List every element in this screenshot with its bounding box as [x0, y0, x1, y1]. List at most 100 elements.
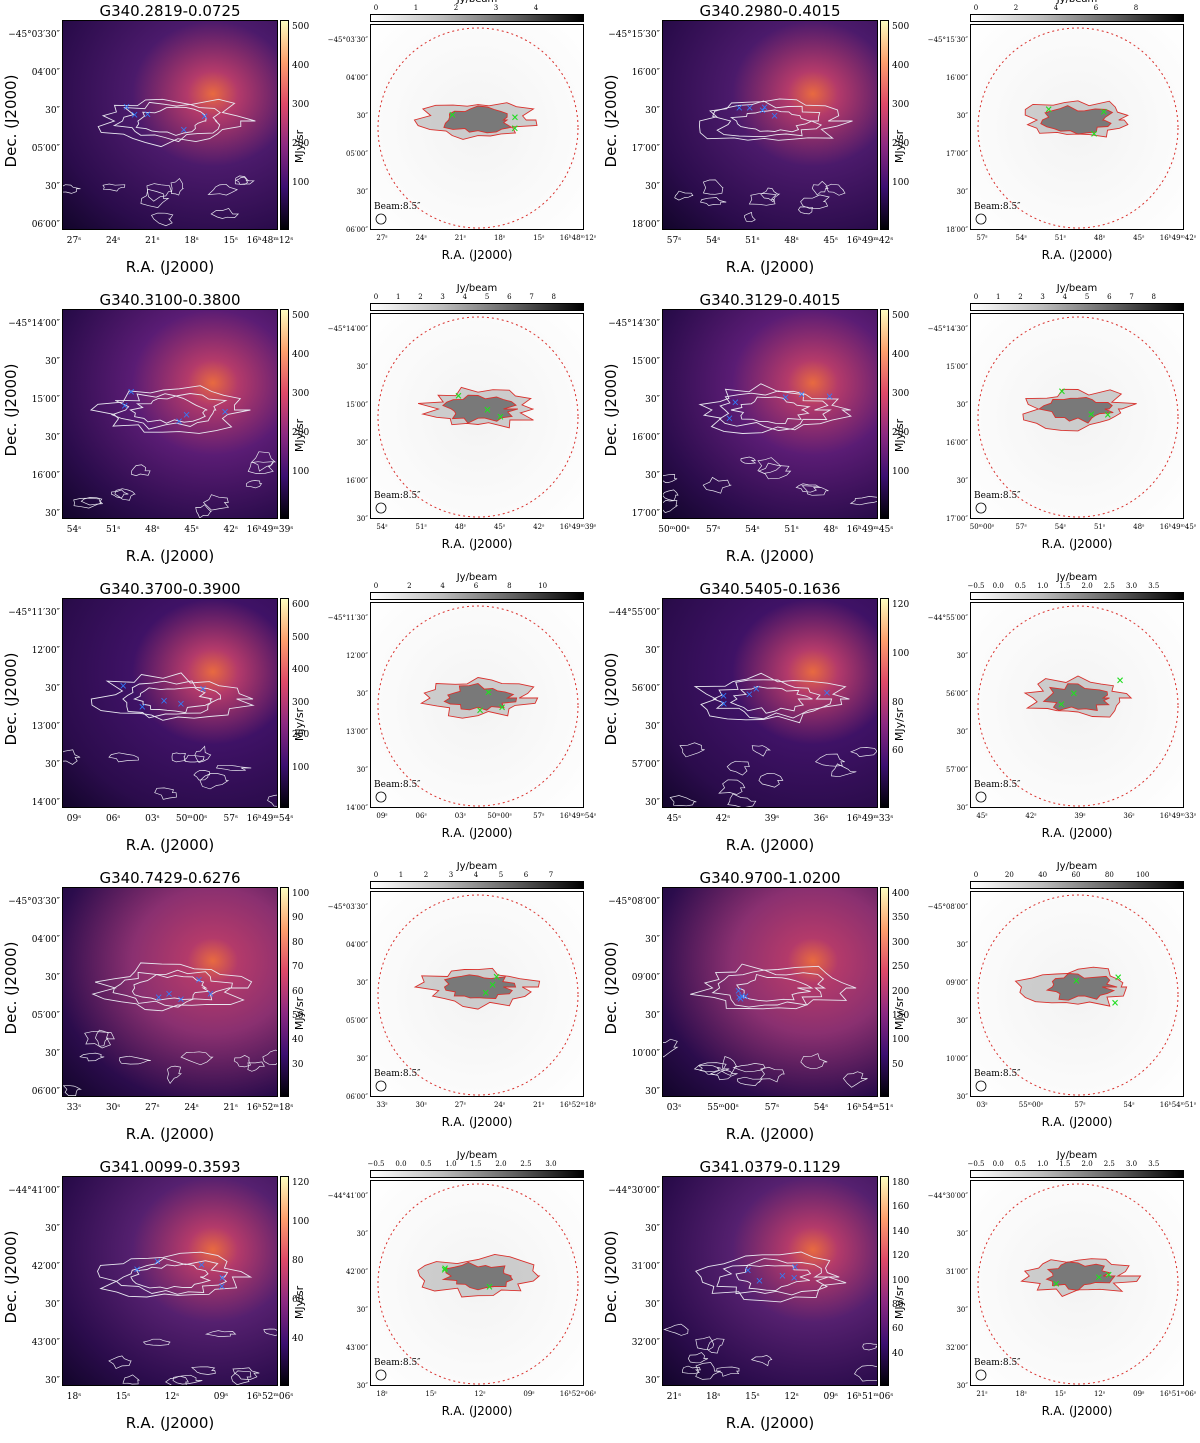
contour-white [89, 385, 251, 434]
ra-tick: 12ˢ [1093, 1390, 1106, 1398]
core-marker-green: × [488, 980, 496, 991]
dec-tick: 30″ [645, 1300, 660, 1310]
contour-white [79, 1052, 105, 1062]
dec-tick: −45°15′30″ [608, 30, 660, 40]
dec-tick: 05′00″ [345, 150, 368, 158]
colorbar-tick: 80 [892, 697, 904, 708]
ra-axis-label: R.A. (J2000) [441, 1404, 513, 1418]
core-marker-green: × [1104, 410, 1112, 421]
ra-tick: 16ʰ49ᵐ33ˢ [1159, 812, 1197, 820]
colorbar [970, 881, 1184, 889]
ra-tick: 51ˢ [745, 236, 760, 246]
colorbar-tick: 500 [892, 22, 910, 32]
contour-white [729, 686, 813, 714]
colorbar-tick: 0.5 [420, 1160, 432, 1168]
ir-image: × × × × × [62, 309, 278, 519]
contour-white [735, 1264, 812, 1292]
alma-image: × × × [370, 24, 584, 230]
contour-red [1037, 397, 1114, 424]
colorbar-tick: 6 [1107, 293, 1112, 301]
colorbar-label: MJy/sr [893, 418, 907, 453]
colorbar-tick: 400 [892, 350, 910, 360]
contour-white [115, 1257, 229, 1295]
core-marker-blue: × [770, 111, 778, 122]
ra-tick: 57ˢ [223, 814, 239, 824]
core-marker-green: × [492, 972, 500, 983]
dec-axis-label: Dec. (J2000) [2, 1230, 20, 1324]
contour-white [63, 1085, 82, 1096]
beam-label: Beam:8.5″ [974, 491, 1021, 501]
contour-white [263, 1328, 277, 1336]
ra-tick: 16ʰ49ᵐ54ˢ [246, 814, 294, 824]
ra-tick: 57ˢ [976, 234, 988, 242]
dec-tick: 17′00″ [945, 150, 968, 158]
primary-beam-edge [977, 605, 1179, 807]
dec-tick: 57′00″ [945, 766, 968, 774]
colorbar-tick: 40 [892, 1348, 904, 1359]
dec-tick: 15′00″ [631, 357, 660, 367]
contour-white [744, 211, 756, 223]
contour-white [699, 197, 727, 206]
contour-white [825, 183, 846, 196]
primary-beam-edge [977, 894, 1179, 1096]
contour-white [119, 1055, 151, 1065]
alma-image: × × × [970, 602, 1184, 808]
dec-tick: 30″ [645, 722, 660, 732]
colorbar-tick: 2 [453, 4, 459, 12]
ir-overlay: ××××× [63, 98, 256, 227]
contour-white [697, 1064, 722, 1073]
core-marker-blue: × [741, 992, 749, 1003]
contour-white [267, 794, 277, 807]
colorbar-tick: 8 [551, 293, 556, 301]
core-marker-green: × [1070, 689, 1078, 700]
colorbar-tick: 100 [892, 467, 910, 477]
colorbar [880, 598, 889, 808]
core-marker-blue: × [755, 1276, 763, 1287]
contour-red [443, 683, 518, 711]
core-marker-green: × [1052, 1279, 1060, 1290]
dec-tick: −45°03′30″ [327, 903, 368, 911]
colorbar-tick: 300 [892, 100, 910, 110]
core-marker-blue: × [758, 106, 766, 117]
colorbar-tick: 50 [292, 1010, 304, 1021]
ra-tick: 45ˢ [493, 523, 506, 531]
ra-tick: 45ˢ [976, 812, 988, 820]
beam-ellipse [975, 502, 987, 514]
colorbar-tick: 1.5 [1059, 582, 1071, 590]
core-marker-blue: × [119, 681, 127, 692]
colorbar-label: MJy/sr [893, 996, 907, 1031]
colorbar-tick: 300 [892, 937, 910, 948]
core-marker-green: × [484, 688, 492, 699]
ra-tick: 09ˢ [66, 814, 82, 824]
dec-tick: 30″ [356, 690, 368, 698]
colorbar-tick: 40 [292, 1035, 304, 1046]
ir-overlay: ××××× [97, 1251, 277, 1385]
dec-tick: 30″ [45, 433, 60, 443]
ir-map-panel: G341.0099-0.3593 Dec. (J2000) R.A. (J2000)… [0, 1156, 309, 1443]
colorbar-tick: 100 [892, 648, 910, 659]
colorbar-label: MJy/sr [893, 707, 907, 742]
dec-tick: 09′00″ [631, 973, 660, 983]
dec-tick: 16′00″ [31, 471, 60, 481]
ra-tick: 06ˢ [105, 814, 121, 824]
primary-beam-edge [377, 316, 579, 518]
contour-white [172, 1374, 203, 1385]
contour-red [443, 105, 513, 134]
contour-white [112, 969, 233, 1008]
dec-tick: 57′00″ [631, 760, 660, 770]
contour-white [140, 188, 170, 208]
colorbar-tick: 4 [462, 293, 468, 301]
ra-tick: 15ˢ [425, 1390, 437, 1398]
colorbar [280, 598, 289, 808]
ra-tick: 54ˢ [813, 1103, 829, 1113]
contour-white [122, 680, 222, 719]
dec-tick: 30″ [356, 1055, 368, 1063]
beam-label: Beam:8.5″ [974, 780, 1021, 790]
dec-tick: 30″ [645, 182, 660, 192]
ra-tick: 16ʰ51ᵐ06ˢ [846, 1392, 894, 1402]
alma-overlay: ××× [375, 894, 579, 1096]
ra-tick: 16ʰ52ᵐ06ˢ [246, 1392, 294, 1402]
ir-image: × × × × × [62, 887, 278, 1097]
contour-white [831, 763, 857, 778]
colorbar-tick: 400 [892, 61, 910, 71]
